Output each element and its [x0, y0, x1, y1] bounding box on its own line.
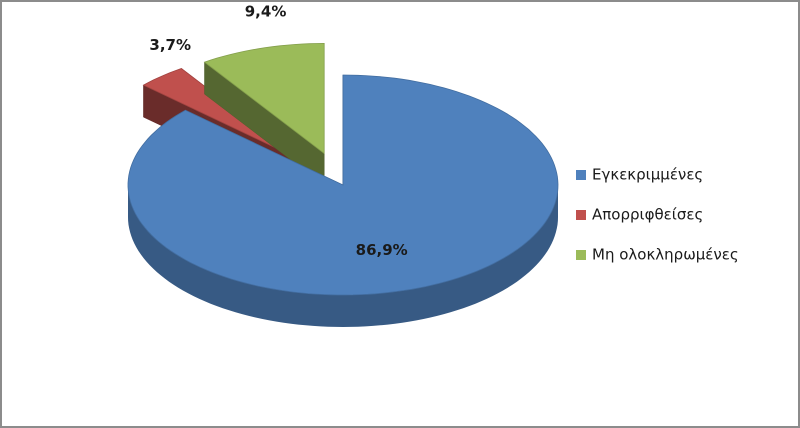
- legend-swatch: [576, 210, 586, 220]
- legend-label: Εγκεκριμμένες: [592, 166, 703, 184]
- slice: [127, 74, 559, 296]
- legend-swatch: [576, 170, 586, 180]
- legend-label: Απορριφθείσες: [592, 206, 703, 224]
- slice-side: [128, 185, 558, 327]
- value-label: 9,4%: [245, 2, 287, 20]
- legend-swatch: [576, 250, 586, 260]
- value-label: 86,9%: [356, 241, 408, 259]
- slice: [203, 42, 325, 155]
- value-label: 3,7%: [149, 36, 191, 54]
- legend-label: Μη ολοκληρωμένες: [592, 246, 739, 264]
